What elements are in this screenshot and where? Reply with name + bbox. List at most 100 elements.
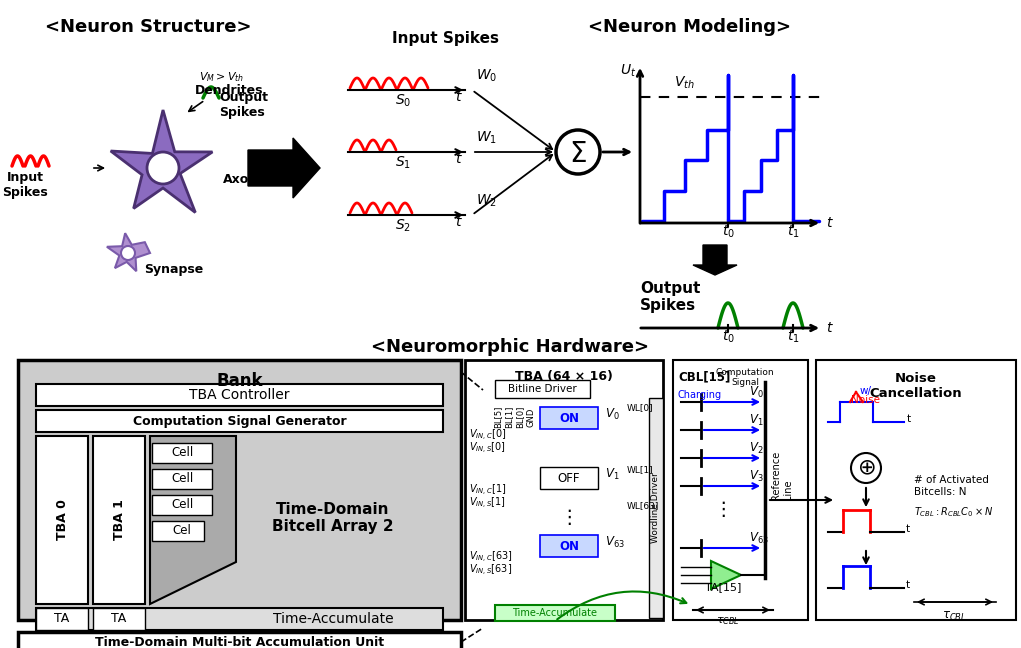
Text: $t_0$: $t_0$ xyxy=(722,224,734,240)
Text: t: t xyxy=(455,152,460,166)
Text: Noise
Cancellation: Noise Cancellation xyxy=(870,372,963,400)
Text: CBL[15]: CBL[15] xyxy=(678,370,730,383)
FancyBboxPatch shape xyxy=(152,495,212,515)
Text: ON: ON xyxy=(560,411,579,424)
Text: $V_M > V_{th}$: $V_M > V_{th}$ xyxy=(199,70,244,84)
Text: $V_2$: $V_2$ xyxy=(749,441,764,456)
Text: Output
Spikes: Output Spikes xyxy=(640,281,700,314)
Text: $V_1$: $V_1$ xyxy=(605,467,620,482)
Text: Computation
Signal: Computation Signal xyxy=(716,368,774,388)
Text: Noise: Noise xyxy=(852,395,880,405)
Text: t: t xyxy=(906,524,910,534)
Text: Wordline Driver: Wordline Driver xyxy=(651,472,661,544)
FancyBboxPatch shape xyxy=(649,398,663,618)
Text: WL[1]: WL[1] xyxy=(627,465,653,474)
Text: Computation Signal Generator: Computation Signal Generator xyxy=(133,415,346,428)
Text: $V_{IN,C}[63]$: $V_{IN,C}[63]$ xyxy=(469,550,513,565)
Text: $V_0$: $V_0$ xyxy=(749,385,764,400)
Text: ON: ON xyxy=(560,540,579,553)
Circle shape xyxy=(556,130,600,174)
Text: BL[5]: BL[5] xyxy=(493,406,502,428)
FancyBboxPatch shape xyxy=(816,360,1016,620)
Text: OFF: OFF xyxy=(557,472,580,485)
Text: GND: GND xyxy=(527,408,535,426)
Text: $\oplus$: $\oplus$ xyxy=(857,458,875,478)
FancyBboxPatch shape xyxy=(152,521,204,541)
Text: t: t xyxy=(455,90,460,104)
Text: $W_2$: $W_2$ xyxy=(476,193,497,209)
Text: $V_{IN,S}[1]$: $V_{IN,S}[1]$ xyxy=(469,496,506,511)
Text: Cell: Cell xyxy=(171,472,193,485)
Text: Time-Domain Multi-bit Accumulation Unit: Time-Domain Multi-bit Accumulation Unit xyxy=(95,636,384,648)
Text: $V_{IN,S}[63]$: $V_{IN,S}[63]$ xyxy=(469,562,513,578)
Text: $S_2$: $S_2$ xyxy=(395,218,411,235)
Text: $S_0$: $S_0$ xyxy=(395,93,411,110)
Text: $V_{IN,S}[0]$: $V_{IN,S}[0]$ xyxy=(469,441,506,456)
Text: t: t xyxy=(906,580,910,590)
Text: $U_t$: $U_t$ xyxy=(620,63,636,80)
Text: <Neuromorphic Hardware>: <Neuromorphic Hardware> xyxy=(371,338,649,356)
FancyBboxPatch shape xyxy=(18,360,461,620)
FancyBboxPatch shape xyxy=(36,410,443,432)
Text: t: t xyxy=(907,414,911,424)
Text: ⋮: ⋮ xyxy=(560,508,579,527)
Text: w/: w/ xyxy=(860,386,872,396)
Text: Bank: Bank xyxy=(216,372,262,390)
FancyBboxPatch shape xyxy=(152,443,212,463)
Text: t: t xyxy=(455,215,460,229)
Text: $\tau_{CBL}$: $\tau_{CBL}$ xyxy=(941,610,966,623)
Text: BL[0]: BL[0] xyxy=(516,406,525,428)
Text: TBA 1: TBA 1 xyxy=(112,500,126,540)
Text: $V_1$: $V_1$ xyxy=(749,413,764,428)
FancyBboxPatch shape xyxy=(152,469,212,489)
FancyBboxPatch shape xyxy=(36,436,88,604)
Polygon shape xyxy=(711,561,741,589)
FancyBboxPatch shape xyxy=(495,605,615,621)
Text: $W_1$: $W_1$ xyxy=(476,130,497,146)
Polygon shape xyxy=(248,138,320,198)
Text: Axon: Axon xyxy=(223,173,258,186)
Text: $V_{th}$: $V_{th}$ xyxy=(674,75,695,91)
FancyBboxPatch shape xyxy=(540,467,598,489)
Text: TBA Controller: TBA Controller xyxy=(189,388,290,402)
Text: Time-Accumulate: Time-Accumulate xyxy=(273,612,393,626)
Circle shape xyxy=(147,152,179,184)
Text: BL[1]: BL[1] xyxy=(504,406,514,428)
Text: Input
Spikes: Input Spikes xyxy=(2,171,48,199)
Polygon shape xyxy=(107,233,150,272)
Text: TBA 0: TBA 0 xyxy=(55,500,68,540)
Text: WL[0]: WL[0] xyxy=(627,403,653,412)
Text: $V_3$: $V_3$ xyxy=(749,469,764,484)
FancyBboxPatch shape xyxy=(93,436,145,604)
Text: $\tau_{CBL}$: $\tau_{CBL}$ xyxy=(717,615,739,627)
Text: TA: TA xyxy=(111,612,127,625)
Text: $S_1$: $S_1$ xyxy=(395,155,411,172)
Text: <Neuron Structure>: <Neuron Structure> xyxy=(45,18,251,36)
Text: Cell: Cell xyxy=(171,446,193,459)
Text: $t_1$: $t_1$ xyxy=(786,224,799,240)
Text: Input Spikes: Input Spikes xyxy=(391,31,498,46)
Text: t: t xyxy=(826,321,831,335)
FancyBboxPatch shape xyxy=(540,535,598,557)
Text: Synapse: Synapse xyxy=(144,263,203,276)
Text: $T_{CBL}: R_{CBL}C_0 \times N$: $T_{CBL}: R_{CBL}C_0 \times N$ xyxy=(914,505,993,519)
Text: $V_{IN,C}[0]$: $V_{IN,C}[0]$ xyxy=(469,428,506,443)
Text: $V_{IN,C}[1]$: $V_{IN,C}[1]$ xyxy=(469,483,506,498)
Circle shape xyxy=(121,246,135,260)
Text: ⋮: ⋮ xyxy=(714,500,733,519)
Circle shape xyxy=(850,453,881,483)
Text: Reference
Line: Reference Line xyxy=(771,450,792,500)
Text: Cell: Cell xyxy=(171,498,193,511)
Text: TBA (64 × 16): TBA (64 × 16) xyxy=(515,370,613,383)
Text: TA: TA xyxy=(54,612,69,625)
FancyBboxPatch shape xyxy=(673,360,808,620)
FancyBboxPatch shape xyxy=(465,360,663,620)
FancyBboxPatch shape xyxy=(495,380,590,398)
Text: $V_0$: $V_0$ xyxy=(605,407,620,422)
Text: $t_1$: $t_1$ xyxy=(786,329,799,345)
Text: $V_{63}$: $V_{63}$ xyxy=(749,531,769,546)
Text: Output
Spikes: Output Spikes xyxy=(218,91,268,119)
FancyBboxPatch shape xyxy=(36,608,88,630)
FancyBboxPatch shape xyxy=(540,407,598,429)
Polygon shape xyxy=(150,436,236,604)
